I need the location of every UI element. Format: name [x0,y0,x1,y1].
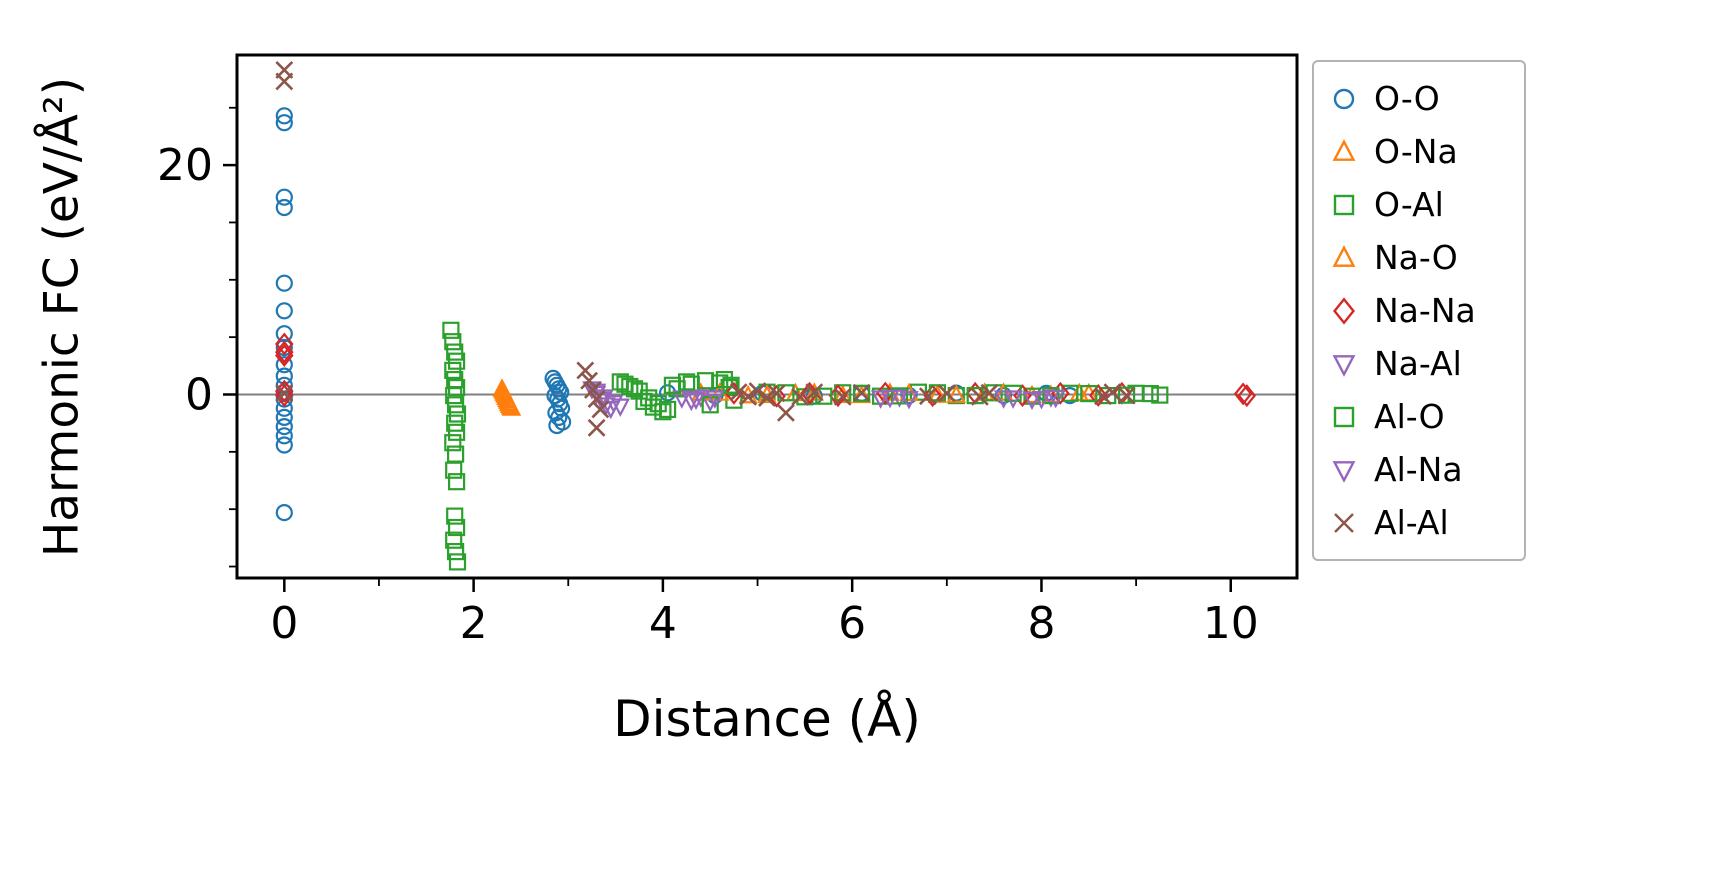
legend-item-Al-Al: Al-Al [1326,496,1524,549]
svg-text:0: 0 [185,369,213,420]
legend-item-O-O: O-O [1326,72,1524,125]
svg-text:10: 10 [1203,598,1259,649]
legend-item-O-Na: O-Na [1326,125,1524,178]
series-Al-Al [275,60,1136,437]
triangle-down-marker-icon [1332,460,1356,483]
y-axis-label: Harmonic FC (eV/Å²) [34,76,90,558]
series-O-Al [442,321,1169,571]
legend-item-O-Al: O-Al [1326,178,1524,231]
svg-text:20: 20 [157,140,213,191]
svg-text:0: 0 [270,598,298,649]
legend-label: O-Na [1374,132,1458,171]
x-marker-icon [1334,512,1354,533]
series-O-O [275,107,1079,522]
x-axis-label: Distance (Å) [613,690,921,748]
y-axis-ticks: 0 20 [157,106,237,568]
legend-item-Na-O: Na-O [1326,231,1524,284]
circle-marker-icon [1333,88,1355,109]
legend-label: Al-O [1374,397,1445,436]
legend-label: Na-O [1374,238,1458,277]
legend-item-Al-O: Al-O [1326,390,1524,443]
legend: O-O O-Na O-Al Na-O Na-Na Na-Al Al-O Al-Na Al-Al [1312,60,1526,561]
series-Al-Na [586,383,1066,417]
x-axis-ticks: 0 2 4 6 8 10 [270,578,1259,649]
plot-border [235,53,1299,580]
legend-label: Na-Na [1374,291,1476,330]
triangle-down-marker-icon [1332,354,1356,377]
legend-label: O-Al [1374,185,1444,224]
svg-text:4: 4 [649,598,677,649]
legend-item-Al-Na: Al-Na [1326,443,1524,496]
legend-label: Al-Al [1374,503,1449,542]
svg-text:8: 8 [1027,598,1055,649]
legend-item-Na-Na: Na-Na [1326,284,1524,337]
svg-text:6: 6 [838,598,866,649]
diamond-marker-icon [1333,296,1355,325]
triangle-up-marker-icon [1332,244,1356,267]
square-marker-icon [1333,194,1355,215]
triangle-up-marker-icon [1332,138,1356,161]
svg-text:2: 2 [460,598,488,649]
legend-label: Al-Na [1374,450,1463,489]
legend-label: O-O [1374,79,1440,118]
legend-item-Na-Al: Na-Al [1326,337,1524,390]
square-marker-icon [1333,406,1355,427]
legend-label: Na-Al [1374,344,1462,383]
